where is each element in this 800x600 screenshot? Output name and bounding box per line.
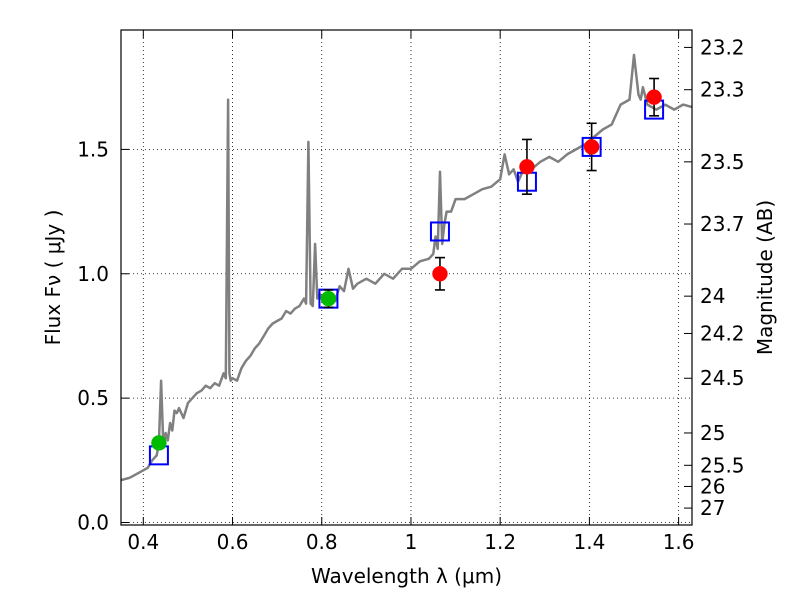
right-axis-label: Magnitude (AB) [753,200,777,355]
observed-point [583,139,600,155]
right-tick-label: 27 [700,496,725,520]
model-point-square [429,221,450,242]
observed-point [646,89,662,105]
right-tick-label: 23.2 [700,35,745,59]
data-layer [121,53,692,482]
y-tick-label: 0.0 [77,511,109,535]
x-tick-label: 1.6 [663,530,695,554]
right-tick-label: 23.5 [700,150,745,174]
grid-lines [121,30,692,525]
right-tick-label: 23.7 [700,212,745,236]
right-tick-label: 25 [700,421,725,445]
observed-point [432,266,448,282]
x-axis-label: Wavelength λ (μm) [311,564,502,588]
y-tick-label: 0.5 [77,386,109,410]
x-tick-label: 1 [405,530,418,554]
x-tick-label: 0.6 [217,530,249,554]
y-axis-label: Flux Fν ( μJy ) [41,210,65,346]
observed-point [519,159,535,175]
x-tick-label: 1.4 [573,530,605,554]
plot-frame [120,29,693,526]
observed-point [320,290,337,307]
y-tick-label: 1.0 [77,262,109,286]
plot-area [121,30,692,525]
y-tick-label: 1.5 [77,137,109,161]
right-tick-label: 24.5 [700,366,745,390]
x-tick-label: 1.2 [484,530,516,554]
right-tick-label: 23.3 [700,78,745,102]
right-tick-label: 24.2 [700,321,745,345]
x-tick-label: 0.8 [306,530,338,554]
right-tick-label: 26 [700,474,725,498]
x-tick-label: 0.4 [127,530,159,554]
right-tick-label: 24 [700,284,725,308]
observed-point [151,435,167,451]
right-tick-label: 25.5 [700,453,745,477]
